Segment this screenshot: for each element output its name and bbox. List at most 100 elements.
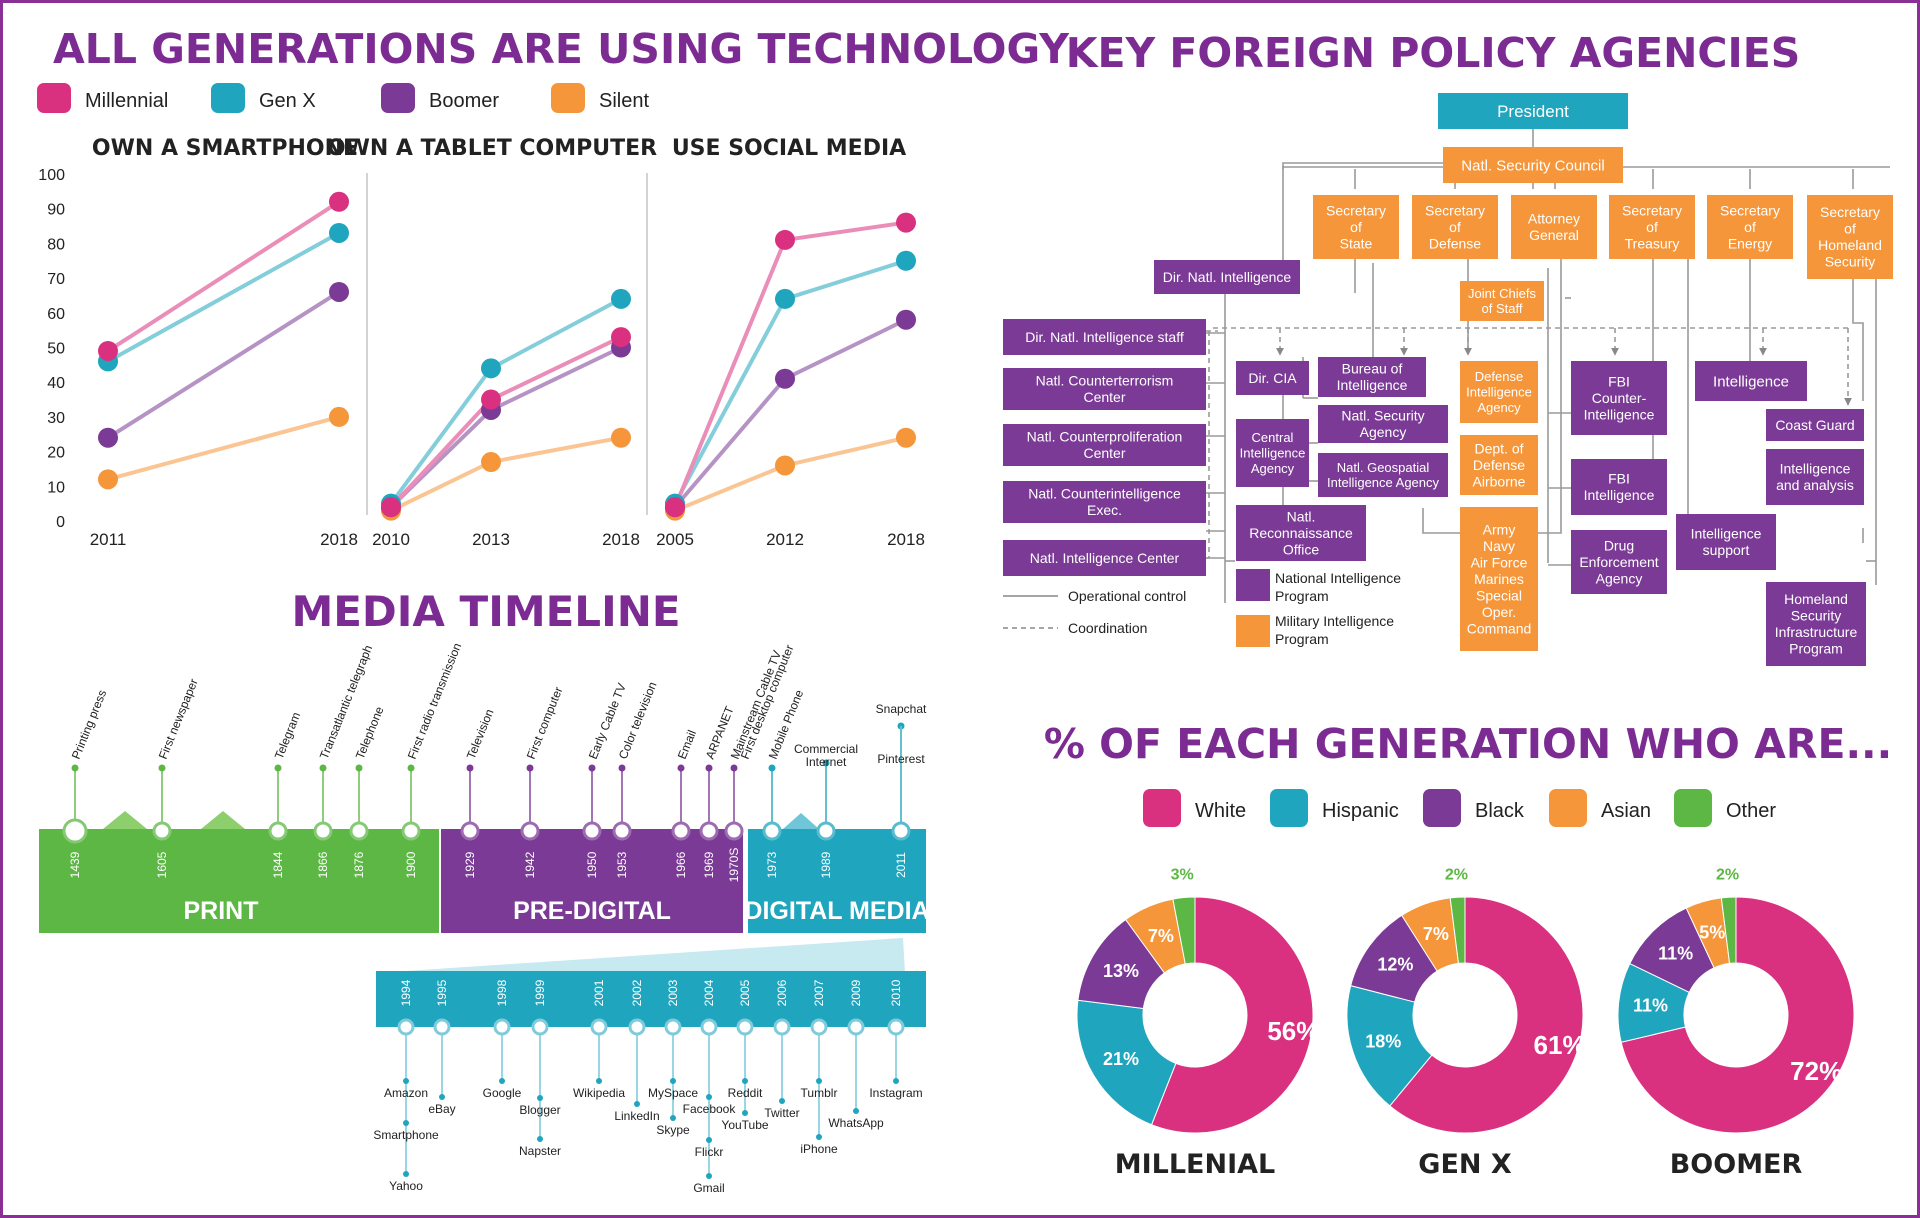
secretary-box-bg (1511, 195, 1597, 259)
legend-nip-label: Program (1275, 588, 1329, 604)
era-band (748, 829, 926, 933)
sub-item-label: WhatsApp (828, 1116, 884, 1130)
nga-box-text: Intelligence Agency (1327, 475, 1440, 490)
sub-item-label: eBay (428, 1102, 455, 1116)
sub-item-label: Napster (519, 1144, 561, 1158)
panel-title: USE SOCIAL MEDIA (672, 136, 906, 161)
sub-node (628, 1018, 646, 1036)
event-label: First newspaper (156, 677, 201, 761)
series-line-silent (673, 435, 908, 513)
secretary-box-text: of (1350, 219, 1362, 235)
generation-section: % OF EACH GENERATION WHO ARE... White His… (1044, 720, 1892, 1180)
sub-item-dot (853, 1108, 859, 1114)
slice-label: 21% (1103, 1049, 1139, 1069)
sub-year: 2004 (702, 979, 716, 1006)
secretary-box-bg (1707, 195, 1793, 259)
sub-item-label: Blogger (519, 1103, 560, 1117)
donut-slice-white (1150, 896, 1314, 1134)
sub-item-label: MySpace (648, 1086, 698, 1100)
event-label: First radio transmission (405, 641, 464, 761)
airborne-box-text: Defense (1473, 457, 1525, 473)
donut-slice-hispanic (1346, 985, 1433, 1107)
secretary-box-text: State (1340, 235, 1373, 251)
state-bureau-box-text: Intelligence (1337, 377, 1408, 393)
energy-intel-box: Intelligence (1695, 361, 1807, 401)
dni-box: Dir. Natl. Intelligence (1154, 260, 1300, 294)
sub-item-label: Yahoo (389, 1179, 423, 1193)
sub-item-label: Facebook (683, 1102, 737, 1116)
gen-legend-label: Black (1475, 800, 1525, 822)
org-connectors (1206, 124, 1890, 603)
event-node (349, 821, 369, 841)
policy-section: KEY FOREIGN POLICY AGENCIES President Nat… (1003, 29, 1893, 666)
fbi-ci-box-bg (1571, 361, 1667, 435)
sub-item-dot (742, 1110, 748, 1116)
slice-label: 13% (1103, 961, 1139, 981)
secretary-box-bg (1313, 195, 1399, 259)
sub-item-dot (670, 1078, 676, 1084)
sub-item-dot (893, 1078, 899, 1084)
event-year: 1989 (819, 851, 833, 878)
sub-node (887, 1018, 905, 1036)
legend-operational-label: Operational control (1068, 588, 1186, 604)
president-box-text: President (1497, 102, 1569, 121)
sub-item-label: Gmail (693, 1181, 724, 1195)
event-year: 1953 (615, 851, 629, 878)
data-point (896, 250, 916, 271)
legend-mip-swatch (1236, 615, 1270, 647)
sub-node (736, 1018, 754, 1036)
decor-triangle (201, 811, 245, 829)
x-tick-label: 2018 (320, 530, 358, 549)
slice-label: 56% (1267, 1016, 1319, 1046)
data-point (329, 281, 349, 302)
y-tick-label: 70 (47, 271, 65, 288)
nsc-box-text: Natl. Security Council (1461, 157, 1604, 174)
donut-slice-other (1720, 896, 1737, 964)
fbi-intel-box-bg (1571, 459, 1667, 515)
sub-node (397, 1018, 415, 1036)
event-label: Printing press (69, 688, 109, 761)
hsip-box-text: Program (1789, 641, 1843, 657)
intel-support-box-text: Intelligence (1691, 526, 1762, 542)
x-tick-label: 2012 (766, 530, 804, 549)
x-tick-label: 2005 (656, 530, 694, 549)
gen-legend-label: White (1195, 800, 1246, 822)
dni-box-text: Dir. Natl. Intelligence (1163, 269, 1292, 285)
data-point (98, 427, 118, 448)
nga-box-text: Natl. Geospatial (1337, 460, 1430, 475)
cia-box-bg (1236, 419, 1309, 487)
event-node (313, 821, 333, 841)
jcs-box-text: of Staff (1482, 301, 1523, 316)
nsa-box-text: Agency (1360, 424, 1407, 440)
slice-label: 11% (1658, 944, 1693, 964)
gen-legend-swatch (1270, 789, 1308, 827)
sub-year: 1995 (435, 979, 449, 1006)
event-year: 1929 (463, 851, 477, 878)
sub-year: 2002 (630, 979, 644, 1006)
sub-item-label: Skype (656, 1123, 690, 1137)
org-legend: Operational control Coordination National … (1003, 569, 1401, 647)
dni-staff-box: Natl. Intelligence Center (1003, 540, 1206, 576)
dni-staff-box-bg (1003, 424, 1206, 466)
legend-label: Millennial (85, 90, 168, 112)
secretary-box-text: Treasury (1625, 235, 1680, 251)
data-point (896, 309, 916, 330)
sub-item-label: Amazon (384, 1086, 428, 1100)
x-tick-label: 2018 (887, 530, 925, 549)
era-label: PRE-DIGITAL (513, 897, 671, 925)
event-dot (705, 764, 713, 772)
y-tick-label: 90 (47, 202, 65, 219)
dni-staff-box-text: Natl. Counterterrorism (1036, 373, 1174, 389)
data-point (611, 288, 631, 309)
sub-item-dot (742, 1078, 748, 1084)
data-point (481, 389, 501, 410)
